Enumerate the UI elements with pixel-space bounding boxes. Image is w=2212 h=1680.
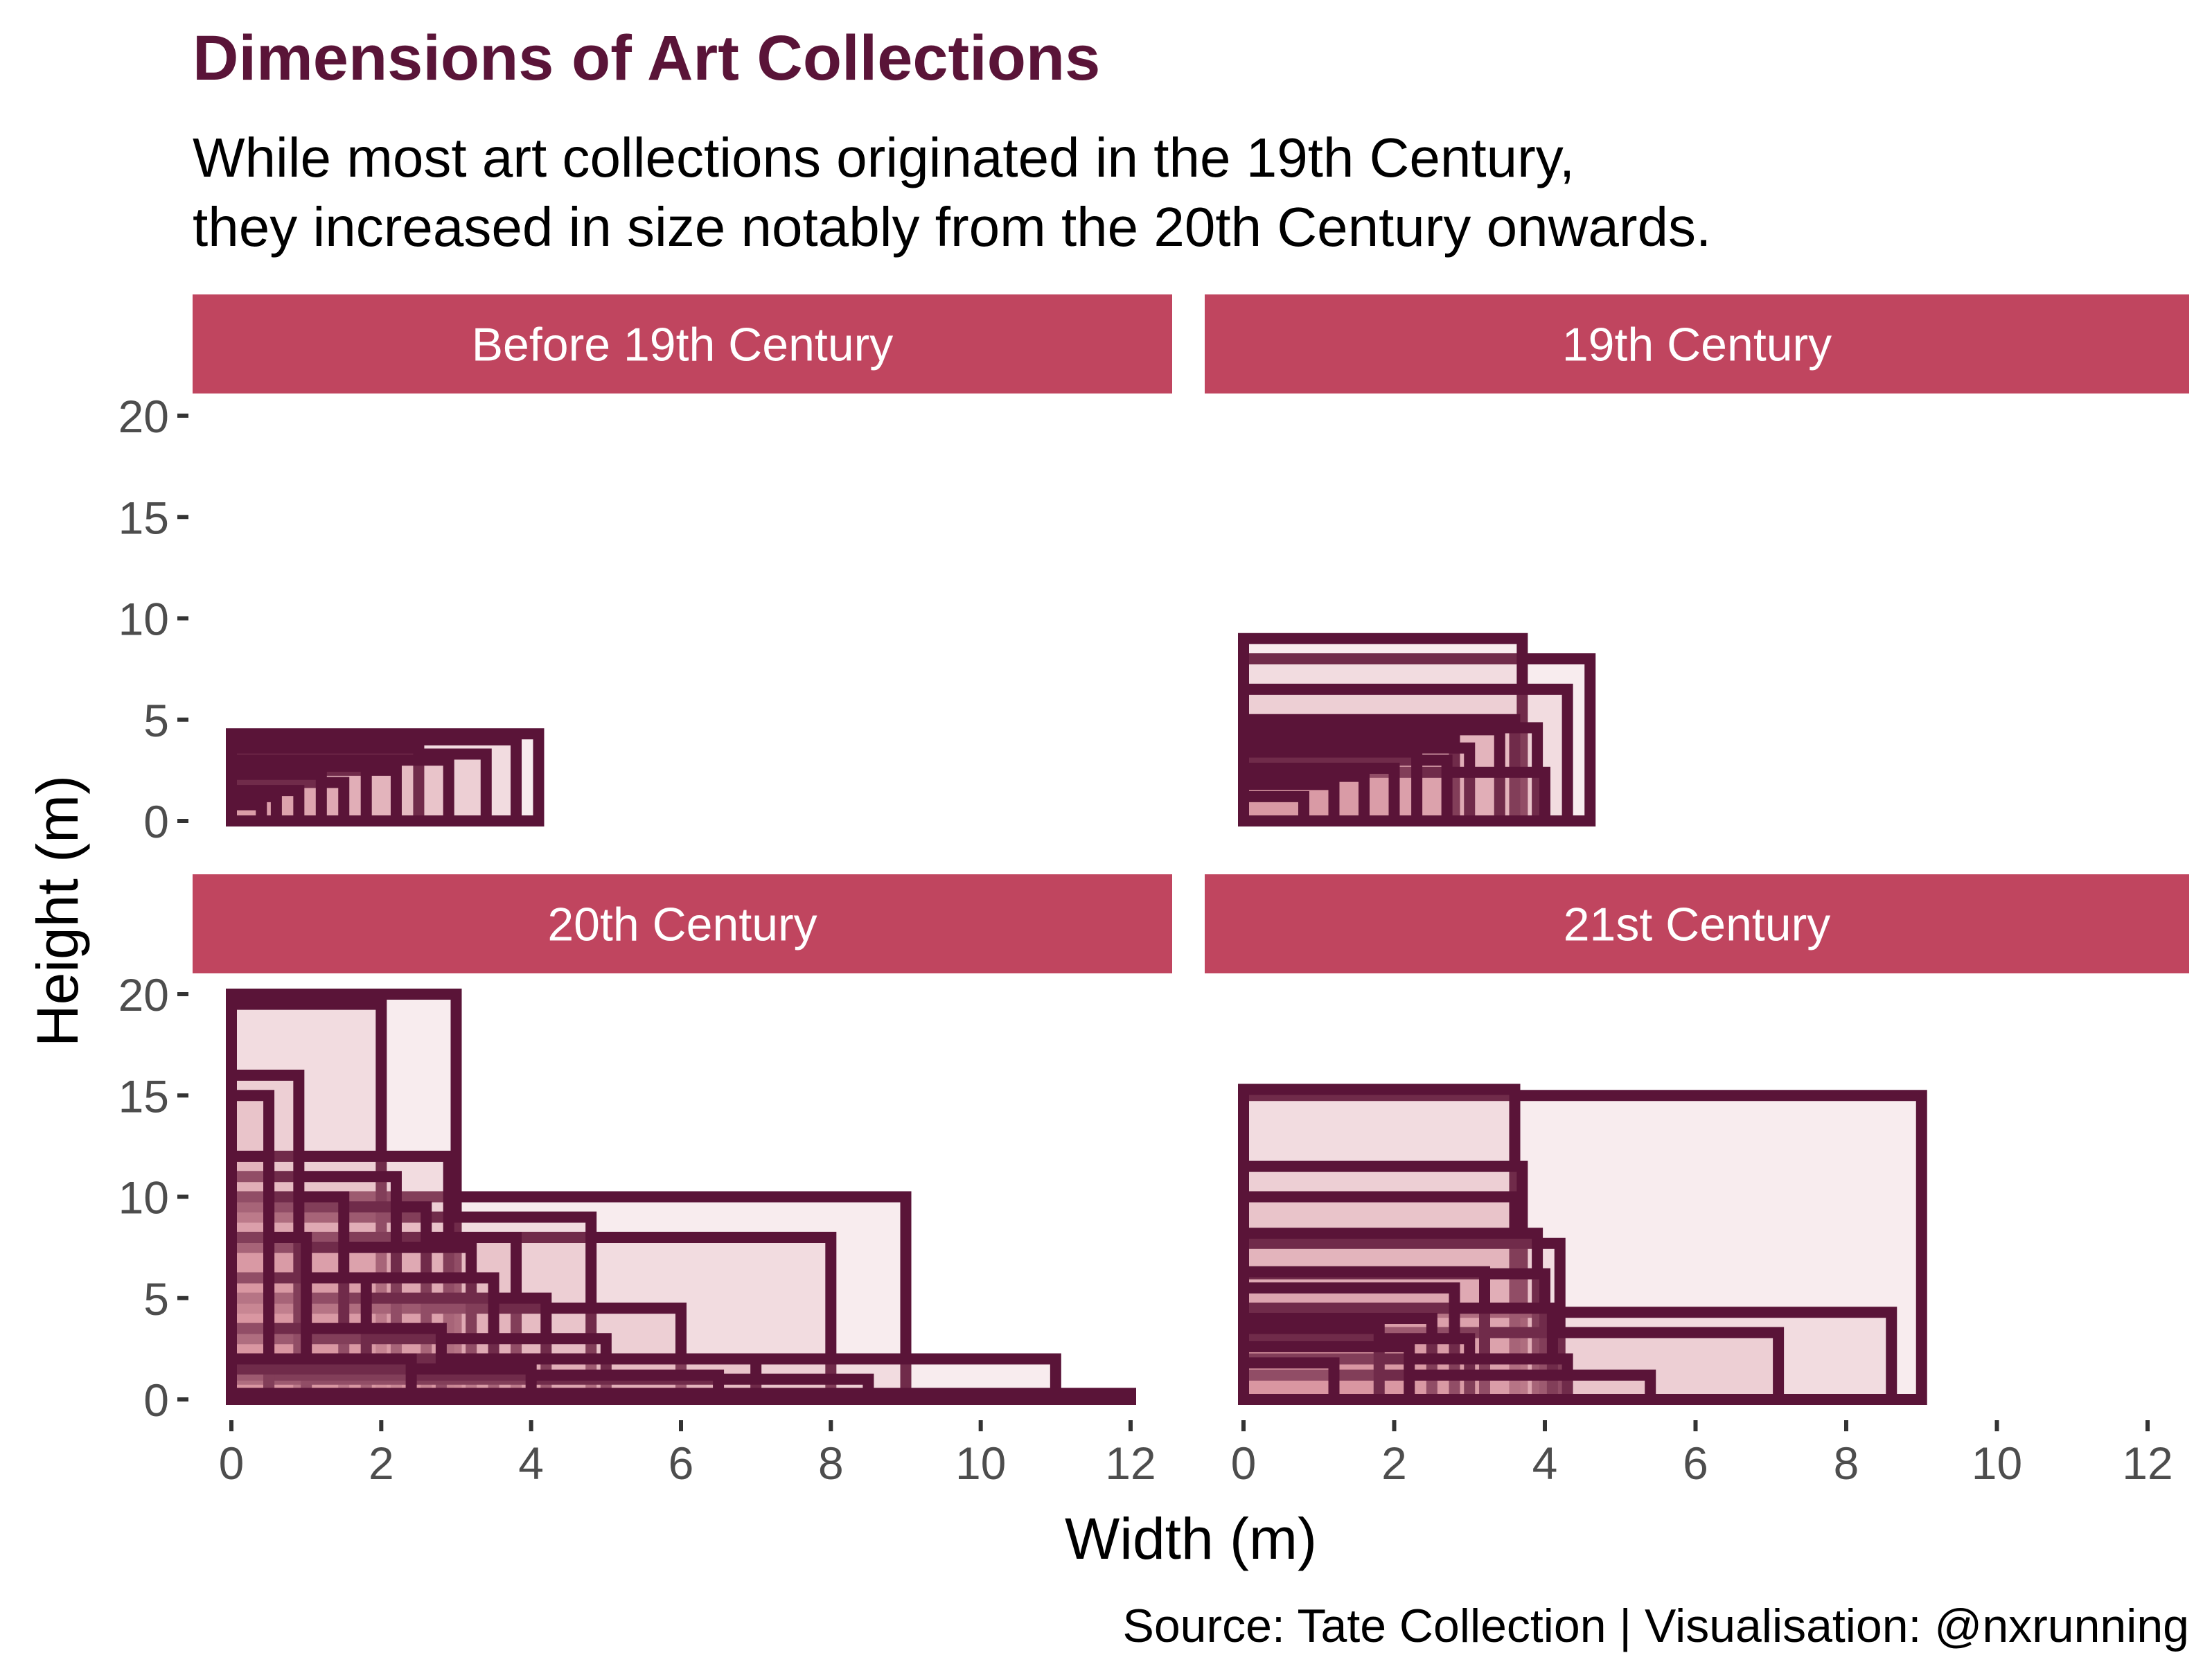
facet-strip-2	[1205, 294, 2189, 394]
x-tick-label-3-4: 6	[669, 1438, 694, 1489]
header: Dimensions of Art Collections While most…	[193, 23, 1711, 258]
y-tick-label-1-5: 20	[118, 391, 169, 442]
axes: Width (m) Height (m) Source: Tate Collec…	[25, 775, 2189, 1652]
y-tick-label-3-3: 10	[118, 1172, 169, 1223]
facet-strip-label-3: 20th Century	[547, 899, 817, 951]
y-tick-label-3-2: 5	[143, 1273, 169, 1325]
facet-panel-2: 19th Century	[1205, 294, 2189, 827]
y-tick-label-3-4: 15	[118, 1070, 169, 1122]
facet-panel-4: 21st Century 0 2 4 6 8 10 12	[1205, 874, 2189, 1489]
chart-title: Dimensions of Art Collections	[193, 23, 1100, 94]
facet-strip-label-4: 21st Century	[1564, 899, 1831, 951]
x-tick-label-4-7: 12	[2122, 1438, 2173, 1489]
x-tick-label-4-3: 4	[1532, 1438, 1558, 1489]
x-tick-label-4-5: 8	[1834, 1438, 1859, 1489]
facet-panel-3: 20th Century 0 5 10 15 20 0 2 4 6 8 10 12	[118, 874, 1172, 1489]
facet-2-rect-15	[1238, 790, 1309, 827]
y-tick-label-1-2: 5	[143, 695, 169, 746]
facet-strip-label-1: Before 19th Century	[472, 319, 894, 371]
facet-strip-label-2: 19th Century	[1562, 319, 1832, 371]
facet-panel-1: Before 19th Century 0 5 10 15 20	[118, 294, 1172, 847]
chart-subtitle-line-1: While most art collections originated in…	[193, 127, 1575, 188]
facet-1-rect-12	[226, 799, 267, 826]
y-tick-label-1-3: 10	[118, 594, 169, 645]
chart-subtitle-line-2: they increased in size notably from the …	[193, 196, 1711, 258]
y-axis-label: Height (m)	[25, 775, 90, 1047]
y-tick-label-1-1: 0	[143, 796, 169, 847]
x-tick-label-3-3: 4	[518, 1438, 544, 1489]
x-tick-label-3-6: 10	[955, 1438, 1006, 1489]
facet-3-rect-28	[226, 1388, 1136, 1405]
y-tick-label-3-5: 20	[118, 969, 169, 1020]
x-tick-label-4-6: 10	[1972, 1438, 2022, 1489]
facet-strip-3	[193, 874, 1172, 973]
x-tick-label-3-1: 0	[219, 1438, 245, 1489]
x-tick-label-3-7: 12	[1105, 1438, 1156, 1489]
facet-4-rect-19	[1238, 1357, 1340, 1405]
y-tick-label-3-1: 0	[143, 1374, 169, 1426]
x-tick-label-4-1: 0	[1231, 1438, 1257, 1489]
facet-strip-4	[1205, 874, 2189, 973]
x-tick-label-4-2: 2	[1381, 1438, 1407, 1489]
x-tick-label-3-5: 8	[818, 1438, 844, 1489]
x-tick-label-3-2: 2	[369, 1438, 394, 1489]
y-tick-label-1-4: 15	[118, 492, 169, 543]
facet-strip-1	[193, 294, 1172, 394]
x-axis-label: Width (m)	[1065, 1506, 1317, 1571]
x-tick-label-4-4: 6	[1683, 1438, 1708, 1489]
chart-caption: Source: Tate Collection | Visualisation:…	[1123, 1600, 2190, 1652]
